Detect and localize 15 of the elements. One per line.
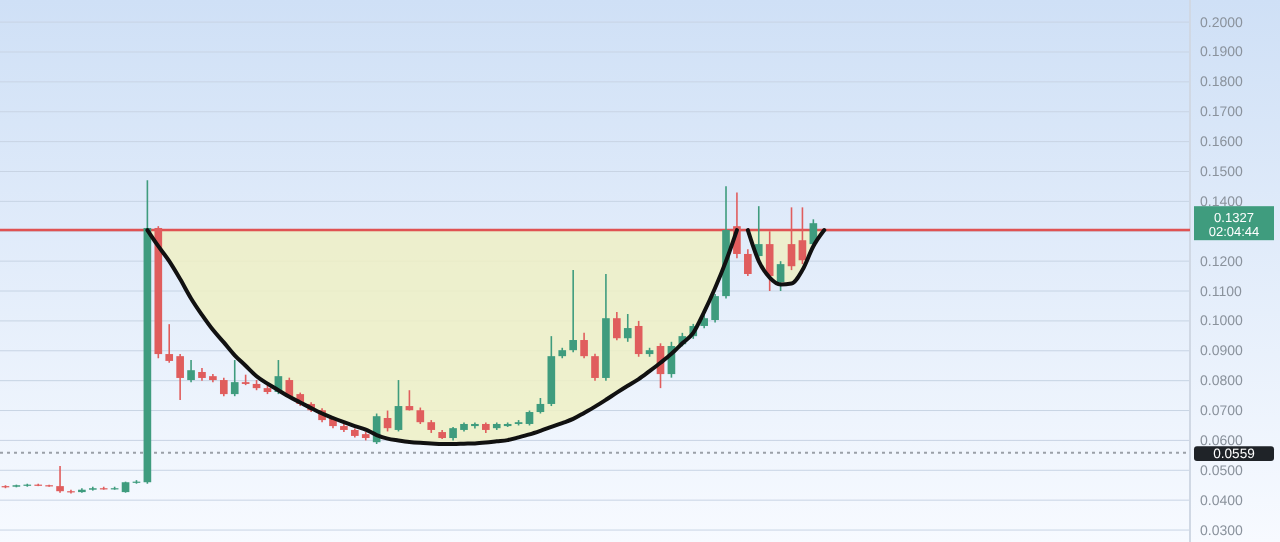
candlestick bbox=[394, 379, 403, 433]
candlestick bbox=[744, 248, 752, 277]
candlestick bbox=[613, 311, 621, 342]
candlestick bbox=[634, 320, 643, 358]
candlestick bbox=[776, 260, 785, 292]
candlestick bbox=[383, 409, 392, 433]
candlestick bbox=[56, 465, 64, 494]
candlestick bbox=[187, 359, 195, 383]
candlestick bbox=[569, 269, 577, 354]
candlestick bbox=[219, 376, 228, 397]
candlestick bbox=[591, 352, 599, 382]
candlestick bbox=[230, 359, 239, 397]
candlestick bbox=[580, 332, 588, 360]
candlestick bbox=[547, 335, 556, 407]
candlestick bbox=[623, 313, 632, 343]
